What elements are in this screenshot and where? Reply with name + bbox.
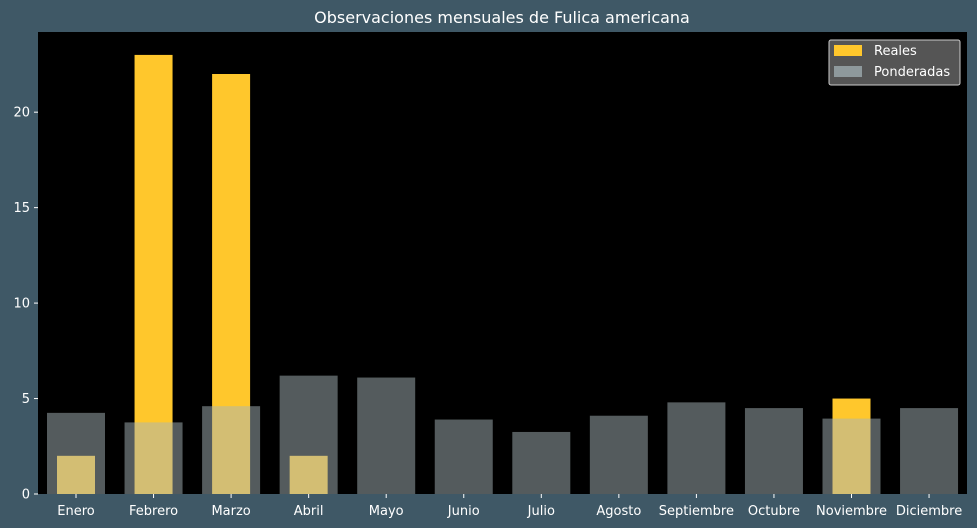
- bar-ponderadas-julio: [512, 431, 571, 494]
- y-axis: 0 5 10 15 20: [13, 106, 38, 503]
- y-tick-label: 0: [22, 488, 30, 503]
- legend-swatch-ponderadas: [834, 66, 862, 77]
- bar-ponderadas-diciembre: [900, 408, 959, 494]
- y-tick-label: 10: [13, 297, 30, 312]
- bar-ponderadas-enero: [47, 412, 105, 494]
- x-tick-label: Agosto: [596, 504, 641, 519]
- legend-swatch-reales: [834, 45, 862, 56]
- x-tick-label: Diciembre: [896, 504, 962, 519]
- legend-label-ponderadas: Ponderadas: [874, 65, 950, 80]
- x-tick-label: Marzo: [211, 504, 250, 519]
- bar-ponderadas-febrero: [124, 422, 183, 494]
- bar-ponderadas-mayo: [357, 377, 416, 494]
- x-tick-label: Mayo: [369, 504, 404, 519]
- bar-ponderadas-septiembre: [667, 402, 726, 494]
- bars-ponderadas: [47, 375, 959, 494]
- bar-ponderadas-noviembre: [822, 418, 881, 494]
- x-tick-label: Noviembre: [816, 504, 887, 519]
- x-tick-label: Octubre: [748, 504, 800, 519]
- y-tick-label: 20: [13, 106, 30, 121]
- x-tick-label: Junio: [447, 504, 480, 519]
- bar-ponderadas-junio: [434, 419, 493, 494]
- plot-area: [38, 32, 967, 494]
- bar-reales-febrero: [134, 54, 173, 495]
- bar-ponderadas-marzo: [202, 406, 261, 494]
- chart-title: Observaciones mensuales de Fulica americ…: [314, 8, 690, 27]
- y-tick-label: 15: [13, 201, 30, 216]
- bar-ponderadas-agosto: [589, 415, 648, 494]
- bar-ponderadas-octubre: [744, 408, 803, 494]
- x-tick-label: Julio: [527, 504, 555, 519]
- legend: Reales Ponderadas: [828, 39, 961, 86]
- y-tick-label: 5: [22, 392, 30, 407]
- x-tick-label: Abril: [294, 504, 324, 519]
- x-tick-label: Enero: [57, 504, 95, 519]
- x-tick-label: Febrero: [129, 504, 178, 519]
- x-axis: Enero Febrero Marzo Abril Mayo Junio Julio Agos…: [57, 494, 962, 519]
- x-tick-label: Septiembre: [659, 504, 734, 519]
- bar-ponderadas-abril: [279, 375, 338, 494]
- legend-label-reales: Reales: [874, 44, 917, 59]
